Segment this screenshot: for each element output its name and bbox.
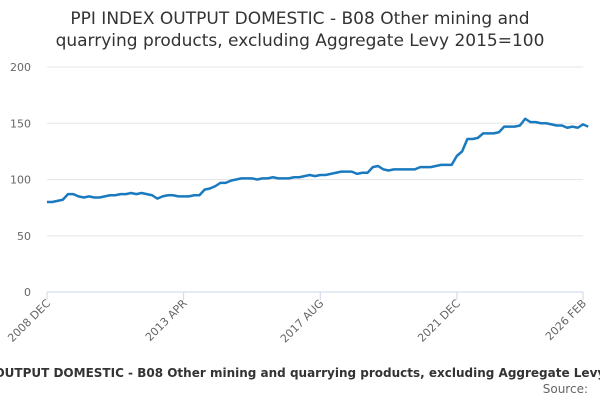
y-tick-label: 50	[17, 230, 31, 243]
y-tick-label: 0	[24, 286, 31, 299]
y-tick-label: 200	[10, 61, 31, 74]
x-tick-label: 2021 DEC	[415, 297, 463, 345]
caption: PPI INDEX OUTPUT DOMESTIC - B08 Other mi…	[0, 366, 600, 380]
chart-title: quarrying products, excluding Aggregate …	[56, 31, 545, 51]
x-tick-label: 2026 FEB	[543, 297, 589, 343]
x-tick-label: 2013 APR	[143, 297, 190, 344]
x-tick-label: 2017 AUG	[278, 297, 327, 346]
y-tick-label: 150	[10, 117, 31, 130]
y-tick-label: 100	[10, 174, 31, 187]
line	[47, 117, 589, 204]
chart-title: PPI INDEX OUTPUT DOMESTIC - B08 Other mi…	[70, 9, 529, 29]
source: Source:	[543, 382, 588, 396]
x-tick-label: 2008 DEC	[5, 297, 53, 345]
